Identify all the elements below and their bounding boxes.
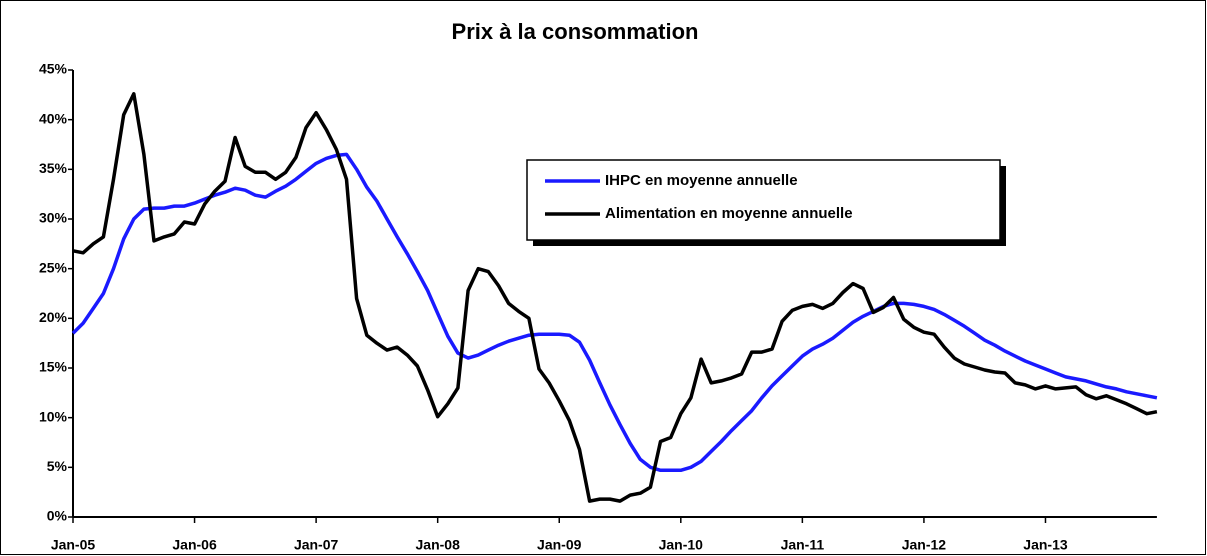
- line: [72, 92, 1158, 503]
- x-tick-label: Jan-13: [1023, 537, 1068, 553]
- chart-title: Prix à la consommation: [452, 19, 699, 44]
- y-tick-label: 0%: [47, 508, 68, 524]
- x-tick-label: Jan-11: [781, 537, 825, 553]
- x-tick-label: Jan-06: [172, 537, 217, 553]
- y-tick-label: 45%: [39, 61, 68, 77]
- x-tick-label: Jan-07: [294, 537, 339, 553]
- x-tick-label: Jan-05: [51, 537, 96, 553]
- legend-label: IHPC en moyenne annuelle: [605, 172, 798, 189]
- y-tick-label: 25%: [39, 259, 68, 275]
- y-tick-label: 35%: [39, 160, 68, 176]
- y-tick-label: 40%: [39, 110, 68, 126]
- x-tick-label: Jan-10: [659, 537, 704, 553]
- y-tick-label: 20%: [39, 309, 68, 325]
- x-tick-label: Jan-08: [416, 537, 461, 553]
- legend: [526, 159, 1001, 241]
- x-tick-label: Jan-12: [902, 537, 947, 553]
- y-tick-label: 5%: [47, 458, 68, 474]
- y-tick-label: 30%: [39, 210, 68, 226]
- line: [71, 152, 1158, 473]
- y-tick-label: 10%: [39, 408, 68, 424]
- legend-label: Alimentation en moyenne annuelle: [605, 205, 853, 222]
- x-tick-label: Jan-09: [537, 537, 582, 553]
- y-tick-label: 15%: [39, 359, 68, 375]
